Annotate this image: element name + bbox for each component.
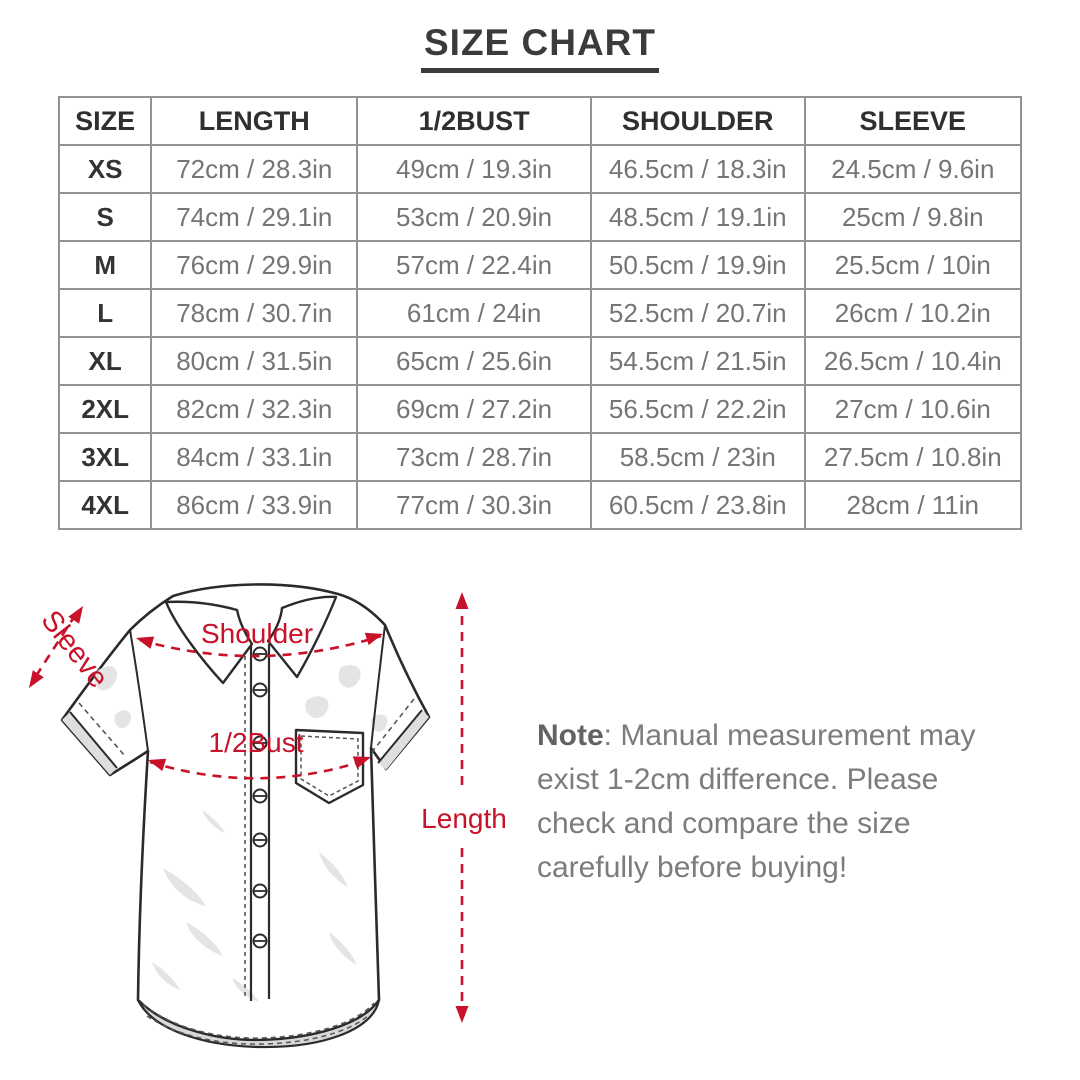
measurement-cell: 69cm / 27.2in [356, 384, 592, 434]
table-header-row: SIZE LENGTH 1/2BUST SHOULDER SLEEVE [57, 96, 1023, 146]
shirt-measurement-diagram: Sleeve Shoulder 1/2Bust Length [29, 583, 507, 1049]
measurement-cell: 58.5cm / 23in [589, 432, 806, 482]
column-header-length: LENGTH [150, 96, 359, 146]
table-row: XS 72cm / 28.3in 49cm / 19.3in 46.5cm / … [57, 144, 1023, 194]
size-chart-table: SIZE LENGTH 1/2BUST SHOULDER SLEEVE XS 7… [57, 96, 1023, 530]
size-cell: S [57, 192, 153, 242]
size-cell: 4XL [57, 480, 153, 530]
measurement-cell: 77cm / 30.3in [356, 480, 592, 530]
measurement-cell: 76cm / 29.9in [150, 240, 359, 290]
measurement-cell: 60.5cm / 23.8in [589, 480, 806, 530]
shoulder-arrow [139, 634, 382, 658]
measurement-cell: 27.5cm / 10.8in [803, 432, 1023, 482]
button-placket [244, 644, 271, 1001]
measurement-cell: 26cm / 10.2in [803, 288, 1023, 338]
measurement-cell: 49cm / 19.3in [356, 144, 592, 194]
column-header-bust: 1/2BUST [356, 96, 592, 146]
measurement-cell: 82cm / 32.3in [150, 384, 359, 434]
shirt-hem [137, 999, 381, 1049]
column-header-size: SIZE [57, 96, 153, 146]
measurement-cell: 61cm / 24in [356, 288, 592, 338]
measurement-cell: 25cm / 9.8in [803, 192, 1023, 242]
measurement-cell: 50.5cm / 19.9in [589, 240, 806, 290]
note-line: check and compare the size [537, 807, 911, 840]
measurement-cell: 24.5cm / 9.6in [803, 144, 1023, 194]
measurement-cell: 65cm / 25.6in [356, 336, 592, 386]
measurement-cell: 26.5cm / 10.4in [803, 336, 1023, 386]
sleeve-arrow [34, 613, 78, 677]
length-label: Length [421, 803, 507, 834]
table-row: 4XL 86cm / 33.9in 77cm / 30.3in 60.5cm /… [57, 480, 1023, 530]
measurement-cell: 84cm / 33.1in [150, 432, 359, 482]
note-line: carefully before buying! [537, 851, 848, 884]
arrowheads [29, 592, 469, 1023]
page-title-row: SIZE CHART [0, 22, 1080, 73]
table-row: L 78cm / 30.7in 61cm / 24in 52.5cm / 20.… [57, 288, 1023, 338]
measurement-cell: 46.5cm / 18.3in [589, 144, 806, 194]
measurement-cell: 28cm / 11in [803, 480, 1023, 530]
table-row: 2XL 82cm / 32.3in 69cm / 27.2in 56.5cm /… [57, 384, 1023, 434]
wrinkle-shading [94, 664, 388, 1002]
size-cell: XS [57, 144, 153, 194]
measurement-note: Note: Manual measurement may exist 1-2cm… [537, 714, 1037, 890]
buttons [252, 646, 268, 949]
note-label: Note [537, 719, 604, 752]
measurement-cell: 27cm / 10.6in [803, 384, 1023, 434]
note-line: exist 1-2cm difference. Please [537, 763, 939, 796]
shoulder-label: Shoulder [201, 618, 313, 649]
shirt-body [60, 583, 431, 1049]
size-cell: 2XL [57, 384, 153, 434]
measurement-cell: 57cm / 22.4in [356, 240, 592, 290]
table-row: XL 80cm / 31.5in 65cm / 25.6in 54.5cm / … [57, 336, 1023, 386]
measurement-cell: 74cm / 29.1in [150, 192, 359, 242]
column-header-sleeve: SLEEVE [803, 96, 1023, 146]
table-row: M 76cm / 29.9in 57cm / 22.4in 50.5cm / 1… [57, 240, 1023, 290]
table-row: S 74cm / 29.1in 53cm / 20.9in 48.5cm / 1… [57, 192, 1023, 242]
chest-pocket [294, 728, 365, 805]
measurement-cell: 72cm / 28.3in [150, 144, 359, 194]
size-cell: XL [57, 336, 153, 386]
measurement-cell: 56.5cm / 22.2in [589, 384, 806, 434]
column-header-shoulder: SHOULDER [589, 96, 806, 146]
measurement-cell: 25.5cm / 10in [803, 240, 1023, 290]
bust-label: 1/2Bust [209, 727, 304, 758]
table-row: 3XL 84cm / 33.1in 73cm / 28.7in 58.5cm /… [57, 432, 1023, 482]
measurement-cell: 53cm / 20.9in [356, 192, 592, 242]
measurement-cell: 80cm / 31.5in [150, 336, 359, 386]
size-cell: M [57, 240, 153, 290]
measurement-cell: 78cm / 30.7in [150, 288, 359, 338]
measurement-cell: 52.5cm / 20.7in [589, 288, 806, 338]
measurement-cell: 86cm / 33.9in [150, 480, 359, 530]
bust-arrow [149, 757, 370, 780]
measurement-cell: 48.5cm / 19.1in [589, 192, 806, 242]
size-cell: L [57, 288, 153, 338]
page-title: SIZE CHART [421, 22, 659, 73]
measurement-annotations [34, 600, 464, 1015]
shirt-collar [164, 595, 338, 685]
measurement-cell: 73cm / 28.7in [356, 432, 592, 482]
sleeve-cuffs [62, 698, 429, 775]
size-cell: 3XL [57, 432, 153, 482]
note-line: Note: Manual measurement may [537, 719, 976, 752]
measurement-cell: 54.5cm / 21.5in [589, 336, 806, 386]
